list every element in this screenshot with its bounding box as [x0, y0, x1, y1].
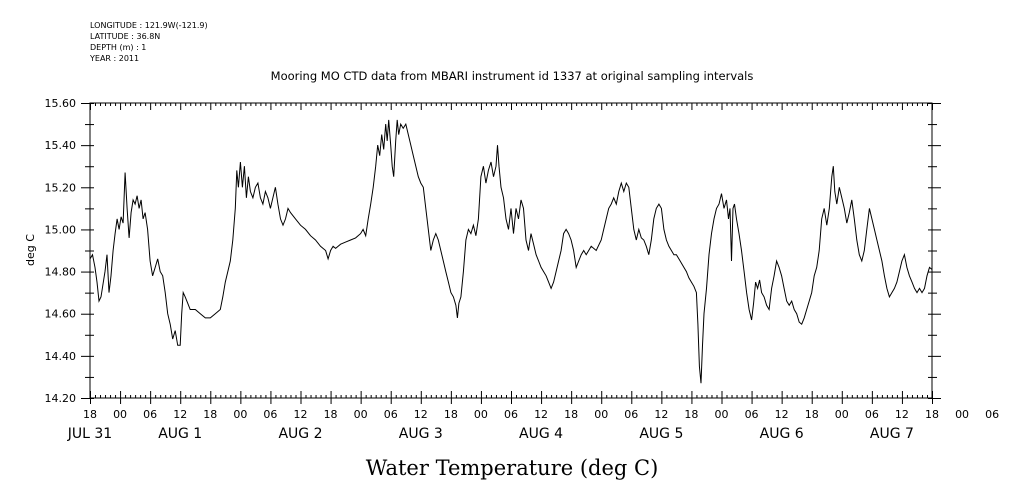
x-tick-label: 00 [233, 408, 247, 421]
day-label: JUL 31 [67, 426, 112, 442]
x-tick-label: 00 [715, 408, 729, 421]
x-tick-label: 18 [564, 408, 578, 421]
x-tick-label: 12 [534, 408, 548, 421]
x-tick-label: 06 [865, 408, 879, 421]
x-tick-label: 12 [895, 408, 909, 421]
x-tick-label: 06 [504, 408, 518, 421]
y-tick-label: 15.40 [45, 139, 77, 152]
x-tick-label: 00 [594, 408, 608, 421]
day-label: AUG 4 [519, 426, 563, 442]
longitude-label: LONGITUDE : 121.9W(-121.9) [90, 21, 208, 30]
day-label: AUG 3 [399, 426, 443, 442]
day-label: AUG 5 [639, 426, 683, 442]
x-tick-label: 18 [684, 408, 698, 421]
temperature-series-line [89, 119, 933, 384]
depth-label: DEPTH (m) : 1 [90, 43, 147, 52]
x-tick-label: 18 [444, 408, 458, 421]
chart-title: Mooring MO CTD data from MBARI instrumen… [271, 69, 754, 83]
x-tick-label: 18 [203, 408, 217, 421]
y-tick-label: 15.60 [45, 97, 77, 110]
x-tick-label: 00 [354, 408, 368, 421]
axis-ticks [81, 103, 941, 404]
x-tick-label: 18 [805, 408, 819, 421]
y-tick-labels: 14.20 14.40 14.60 14.80 15.00 15.20 15.40 15.60 [45, 97, 77, 405]
x-tick-label: 12 [414, 408, 428, 421]
y-tick-label: 14.40 [45, 350, 77, 363]
x-tick-label: 12 [654, 408, 668, 421]
x-tick-label: 06 [985, 408, 999, 421]
x-tick-label: 12 [173, 408, 187, 421]
x-tick-label: 18 [83, 408, 97, 421]
x-tick-label: 06 [384, 408, 398, 421]
plot-frame [89, 102, 933, 399]
x-tick-label: 18 [925, 408, 939, 421]
x-tick-label: 06 [143, 408, 157, 421]
day-label: AUG 1 [158, 426, 202, 442]
x-axis-label: Water Temperature (deg C) [366, 456, 659, 480]
y-tick-label: 14.80 [45, 266, 77, 279]
y-tick-label: 15.00 [45, 223, 77, 236]
x-tick-label: 12 [294, 408, 308, 421]
y-tick-label: 14.60 [45, 308, 77, 321]
x-tick-label: 00 [113, 408, 127, 421]
y-tick-label: 14.20 [45, 392, 77, 405]
day-label: AUG 6 [760, 426, 804, 442]
x-tick-label: 06 [263, 408, 277, 421]
metadata-block: LONGITUDE : 121.9W(-121.9) LATITUDE : 36… [90, 20, 208, 64]
x-tick-label: 12 [775, 408, 789, 421]
year-label: YEAR : 2011 [90, 54, 140, 63]
x-tick-label: 00 [835, 408, 849, 421]
y-axis-label: deg C [24, 234, 37, 266]
y-tick-label: 15.20 [45, 181, 77, 194]
x-tick-label: 06 [624, 408, 638, 421]
day-label: AUG 7 [870, 426, 914, 442]
latitude-label: LATITUDE : 36.8N [90, 32, 161, 41]
day-labels: JUL 31 AUG 1 AUG 2 AUG 3 AUG 4 AUG 5 AUG 6 AUG … [67, 426, 914, 442]
x-tick-label: 00 [474, 408, 488, 421]
x-tick-label: 00 [955, 408, 969, 421]
x-tick-label: 06 [745, 408, 759, 421]
day-label: AUG 2 [278, 426, 322, 442]
x-tick-labels: 18 00 06 12 18 00 06 12 18 00 06 12 18 00 06 12 18 00 06 12… [83, 408, 999, 421]
x-tick-label: 18 [324, 408, 338, 421]
